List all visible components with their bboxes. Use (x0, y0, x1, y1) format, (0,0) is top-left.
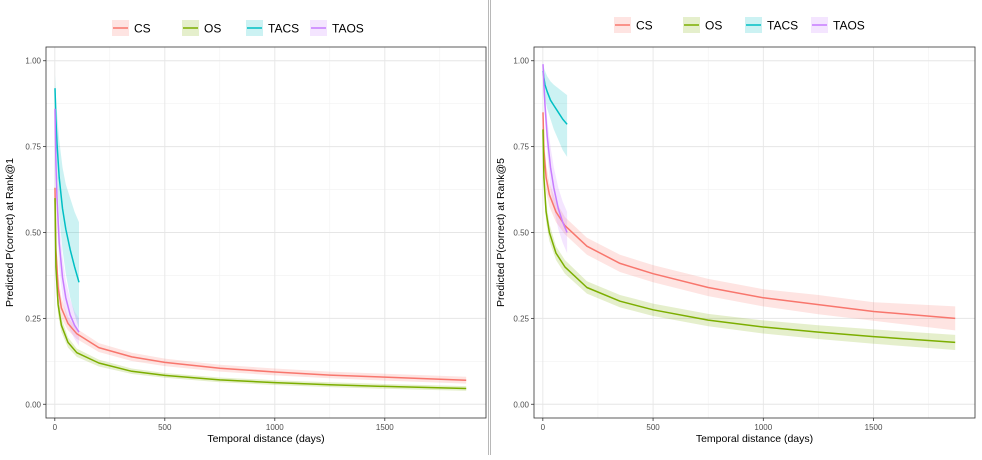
legend-label: TAOS (833, 19, 865, 33)
legend-item-taos: TAOS (310, 20, 364, 36)
rank1-chart: 0 500 1000 1500 0.00 0.25 0.50 0.75 1.00 Temporal… (4, 20, 487, 445)
legend-item-tacs: TACS (745, 17, 798, 33)
right-chart-panel: 0 500 1000 1500 0.00 0.25 0.50 0.75 1.00 Temporal… (491, 0, 982, 455)
legend-label: CS (134, 22, 151, 36)
legend-item-taos: TAOS (811, 17, 865, 33)
legend-label: OS (204, 22, 221, 36)
confidence-band-taos (55, 91, 79, 346)
series-line-os (54, 198, 467, 390)
y-tick-label: 1.00 (513, 57, 529, 66)
x-tick-label: 500 (646, 423, 660, 432)
y-axis-title: Predicted P(correct) at Rank@1 (4, 158, 16, 307)
legend-label: OS (705, 19, 722, 33)
confidence-band-tacs (543, 64, 568, 157)
confidence-band-tacs (55, 74, 79, 329)
x-tick-label: 0 (541, 423, 546, 432)
x-tick-label: 1000 (754, 423, 772, 432)
panel-divider (488, 0, 491, 455)
series-line-cs (542, 112, 956, 320)
rank5-chart: 0 500 1000 1500 0.00 0.25 0.50 0.75 1.00 Temporal… (495, 17, 976, 445)
legend-item-cs: CS (614, 17, 653, 33)
y-tick-label: 0.25 (513, 314, 529, 323)
series-line-cs (54, 187, 467, 381)
confidence-band-cs (543, 98, 956, 331)
y-tick-label: 0.00 (25, 400, 41, 409)
legend-label: TAOS (332, 22, 364, 36)
series-line-taos (54, 108, 80, 333)
y-axis-title: Predicted P(correct) at Rank@5 (495, 158, 507, 307)
series-line-tacs (54, 88, 80, 283)
confidence-band-taos (543, 60, 568, 254)
y-tick-label: 0.75 (513, 143, 529, 152)
x-tick-label: 1500 (376, 423, 394, 432)
series-line-taos (542, 64, 568, 233)
x-tick-label: 0 (53, 423, 58, 432)
x-axis-title: Temporal distance (days) (207, 433, 324, 445)
y-tick-label: 0.75 (25, 143, 41, 152)
legend-item-os: OS (683, 17, 722, 33)
x-tick-label: 500 (158, 423, 172, 432)
legend-item-tacs: TACS (246, 20, 299, 36)
y-tick-label: 0.25 (25, 314, 41, 323)
y-tick-label: 0.50 (513, 229, 529, 238)
y-tick-label: 1.00 (25, 57, 41, 66)
y-tick-label: 0.50 (25, 229, 41, 238)
legend-item-cs: CS (112, 20, 151, 36)
x-tick-label: 1500 (865, 423, 883, 432)
legend-label: CS (636, 19, 653, 33)
series-line-os (542, 129, 956, 344)
legend-item-os: OS (182, 20, 221, 36)
legend-label: TACS (767, 19, 798, 33)
x-tick-label: 1000 (266, 423, 284, 432)
y-tick-label: 0.00 (513, 400, 529, 409)
left-chart-panel: 0 500 1000 1500 0.00 0.25 0.50 0.75 1.00 Temporal… (0, 0, 488, 455)
x-axis-title: Temporal distance (days) (696, 433, 813, 445)
legend-label: TACS (268, 22, 299, 36)
